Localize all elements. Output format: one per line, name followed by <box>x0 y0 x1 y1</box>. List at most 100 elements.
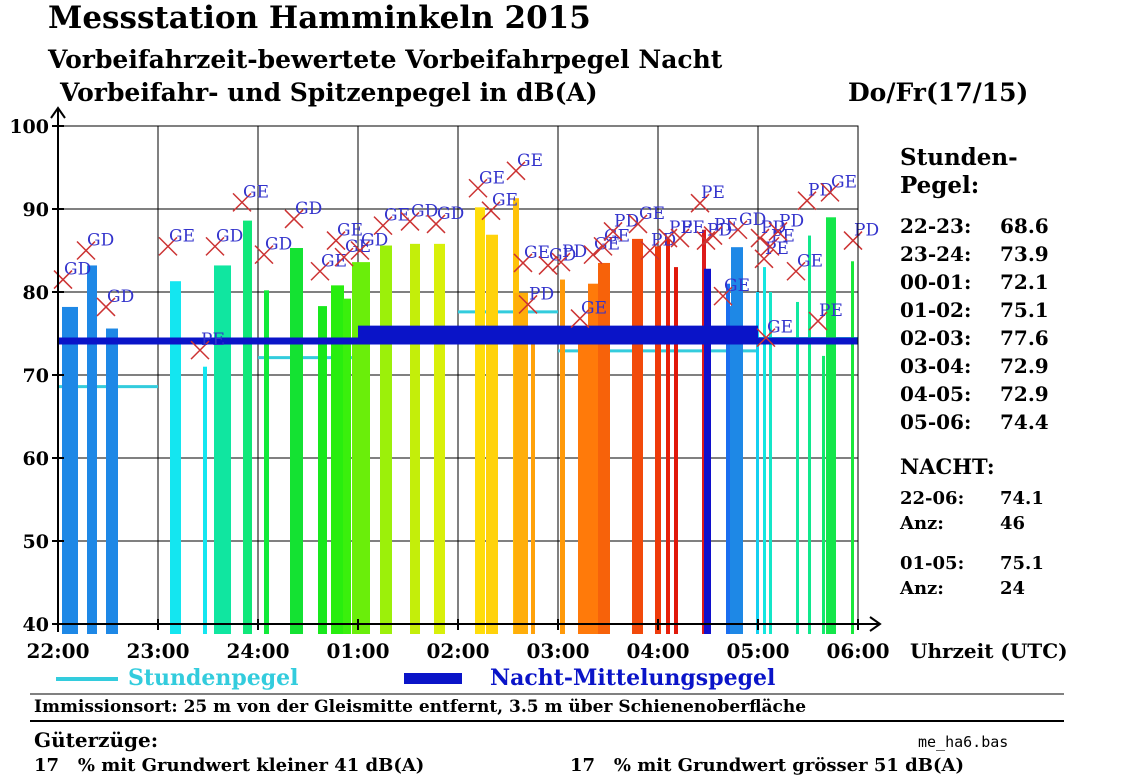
nacht-row-value: 75.1 <box>1000 553 1044 574</box>
peak-marker-label: GE <box>639 204 665 224</box>
bar <box>560 279 565 634</box>
bar <box>214 265 231 634</box>
peak-marker-cross <box>786 261 806 281</box>
peak-marker-cross <box>538 255 558 275</box>
peak-marker-label: GE <box>169 226 195 246</box>
x-tick-label: 03:00 <box>526 639 589 663</box>
peak-marker-label: PE <box>714 216 738 236</box>
x-axis-title: Uhrzeit (UTC) <box>910 639 1068 663</box>
peak-marker-label: GD <box>295 199 322 219</box>
footer-gueterzuege: Güterzüge: <box>34 728 159 752</box>
peak-marker-label: GE <box>724 276 750 296</box>
bar <box>756 292 759 634</box>
y-tick-label: 50 <box>23 531 49 553</box>
bar <box>731 247 743 634</box>
peak-marker-label: GE <box>517 151 543 171</box>
chart-subtitle: Vorbeifahrzeit-bewertete Vorbeifahrpegel… <box>48 45 723 74</box>
peak-marker-cross <box>426 214 446 234</box>
bar <box>170 281 181 634</box>
legend-lines <box>56 673 462 684</box>
nacht-row-value: 46 <box>1000 513 1026 534</box>
x-tick-label: 01:00 <box>326 639 389 663</box>
bar <box>514 292 528 634</box>
stunden-pegel-value: 72.1 <box>1000 270 1049 294</box>
bar <box>598 262 610 634</box>
peak-marker-label: PE <box>701 183 725 203</box>
x-tick-label: 22:00 <box>26 639 89 663</box>
bar <box>410 243 420 635</box>
bar <box>704 268 711 634</box>
axes: 40 50 60 70 80 90 100 22:00 23:00 24:00 01:00 02:00… <box>9 106 1068 663</box>
bar <box>380 245 392 634</box>
peak-marker-cross <box>713 286 733 306</box>
bar <box>796 301 799 634</box>
peak-marker-label: GD <box>64 260 91 280</box>
bar <box>475 207 485 634</box>
peak-marker-cross <box>603 221 623 241</box>
bar <box>243 220 252 634</box>
x-tick-label: 06:00 <box>826 639 889 663</box>
bar <box>851 261 854 634</box>
y-axis-arrow <box>50 106 66 119</box>
peak-marker-cross <box>797 191 817 211</box>
footer-filename: me_ha6.bas <box>918 733 1009 751</box>
bar <box>588 283 600 634</box>
bar <box>106 328 118 634</box>
y-tick-label: 100 <box>9 116 49 138</box>
peak-marker-cross <box>506 161 526 181</box>
peak-marker-cross <box>570 309 590 329</box>
nacht-row-label: 22-06: <box>900 488 965 509</box>
y-tick-label: 80 <box>23 282 49 304</box>
stunden-pegel-hour: 05-06: <box>900 410 972 434</box>
peak-marker-label: GD <box>411 201 438 221</box>
x-axis-arrow <box>869 616 882 632</box>
bar <box>531 331 535 634</box>
stunden-pegel-value: 72.9 <box>1000 354 1049 378</box>
peak-marker-label: PD <box>854 221 879 241</box>
peak-marker-cross <box>843 231 863 251</box>
stunden-pegel-hour: 01-02: <box>900 298 972 322</box>
peak-marker-label: GE <box>581 299 607 319</box>
peak-marker-cross <box>310 261 330 281</box>
peak-marker-label: GD <box>87 231 114 251</box>
peak-marker-cross <box>284 209 304 229</box>
bar <box>674 267 678 634</box>
peak-marker-cross <box>513 253 533 273</box>
peak-marker-cross <box>640 240 660 261</box>
peak-marker-cross <box>373 216 393 236</box>
peak-marker-cross <box>468 178 488 198</box>
footer-immissionsort: Immissionsort: 25 m von der Gleismitte e… <box>34 697 807 717</box>
bar <box>808 235 811 634</box>
stunden-pegel-value: 74.4 <box>1000 410 1049 434</box>
bar <box>62 306 78 634</box>
bar <box>331 285 344 634</box>
bar <box>434 243 445 635</box>
x-tick-label: 04:00 <box>626 639 689 663</box>
x-tick-label: 23:00 <box>126 639 189 663</box>
bar <box>826 217 836 635</box>
day-label: Do/Fr(17/15) <box>848 78 1029 107</box>
peak-marker-cross <box>190 340 210 360</box>
peak-marker-cross <box>690 193 710 213</box>
stunden-pegel-value: 75.1 <box>1000 298 1049 322</box>
peak-marker-cross <box>820 182 840 202</box>
peak-marker-cross <box>254 245 274 265</box>
peak-marker-label: GE <box>492 191 518 211</box>
nacht-row-label: 01-05: <box>900 553 965 574</box>
y-tick-label: 40 <box>23 614 49 636</box>
peak-marker-label: PE <box>819 301 843 321</box>
legend-stunden-label: Stundenpegel <box>128 665 299 691</box>
peak-marker-label: GE <box>797 251 823 271</box>
chart-subtitle-units: Vorbeifahr- und Spitzenpegel in dB(A) <box>60 78 598 107</box>
peak-marker-cross <box>628 214 648 234</box>
bar <box>203 366 207 634</box>
nacht-row-value: 74.1 <box>1000 488 1044 509</box>
peak-marker-label: PD <box>562 242 587 262</box>
peak-marker-cross <box>334 247 354 267</box>
footer-grundwert-groesser: 17 % mit Grundwert grösser 51 dB(A) <box>570 755 964 776</box>
bar <box>87 265 97 634</box>
nacht-row-label: Anz: <box>900 578 944 599</box>
bar <box>264 290 269 634</box>
peak-marker-label: GE <box>831 172 857 192</box>
